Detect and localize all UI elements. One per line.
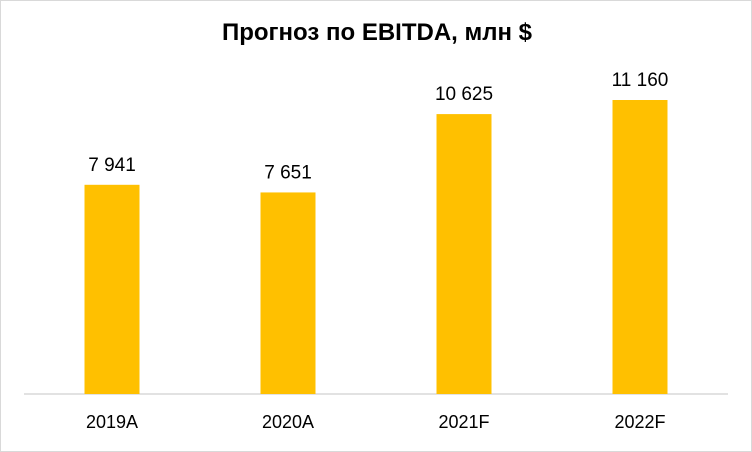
data-label-2022F: 11 160: [612, 70, 669, 91]
x-tick-label-2020A: 2020A: [262, 412, 314, 432]
bar-2022F: [612, 100, 668, 394]
chart-title: Прогноз по EBITDA, млн $: [221, 19, 532, 46]
data-label-2020A: 7 651: [264, 162, 312, 183]
x-tick-label-2019A: 2019A: [86, 412, 138, 432]
x-tick-label-2022F: 2022F: [614, 412, 665, 432]
data-label-2019A: 7 941: [88, 155, 136, 176]
bar-2021F: [436, 114, 492, 394]
data-label-2021F: 10 625: [435, 84, 493, 105]
bar-2020A: [260, 192, 316, 394]
x-tick-label-2021F: 2021F: [438, 412, 489, 432]
bar-2019A: [84, 184, 140, 394]
